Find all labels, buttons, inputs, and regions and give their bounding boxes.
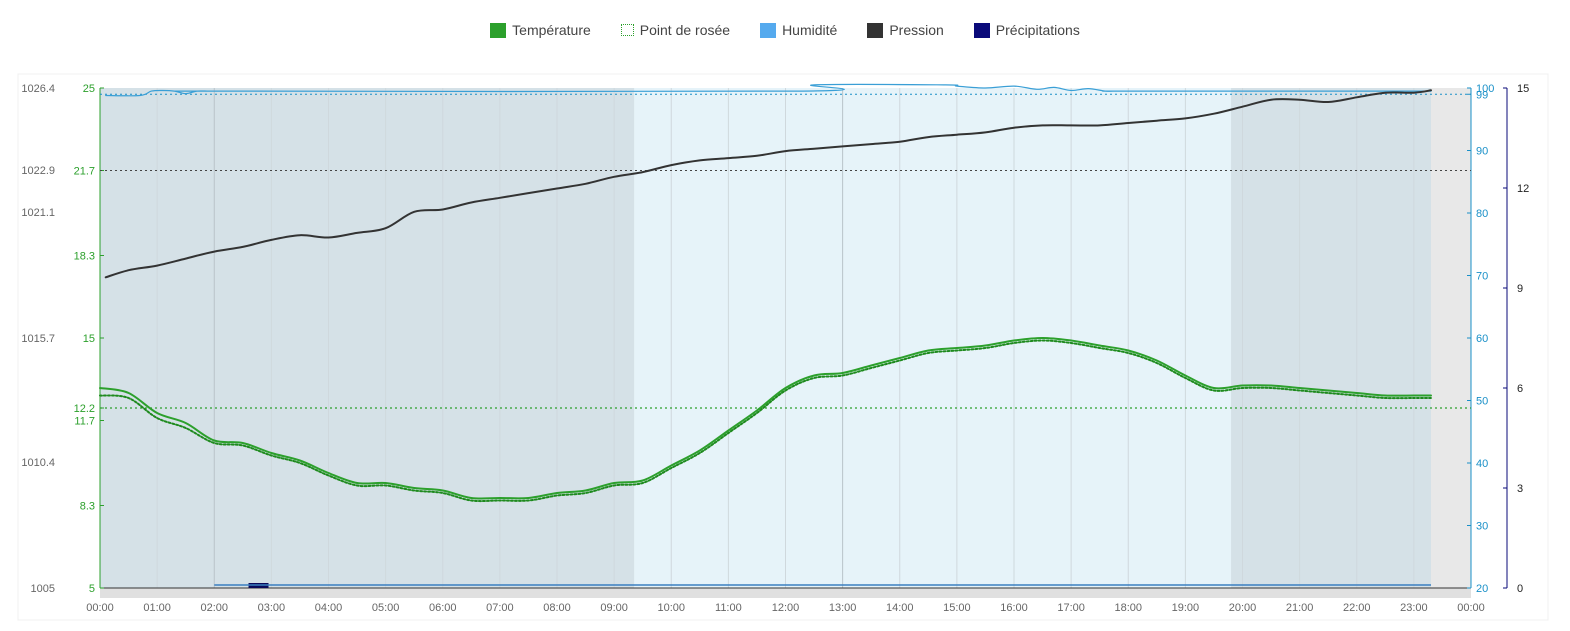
temperature-tick-label: 8.3	[80, 501, 95, 513]
precipitation-tick-label: 9	[1517, 283, 1523, 295]
legend-swatch-pressure	[867, 22, 884, 38]
x-tick-label: 20:00	[1229, 602, 1257, 614]
pressure-tick-label: 1026.4	[21, 83, 55, 95]
legend-item-pressure[interactable]: Pression	[867, 22, 944, 38]
night-band-morning	[100, 88, 635, 588]
dew-point-line	[99, 339, 1432, 503]
x-tick-label: 22:00	[1343, 602, 1371, 614]
legend-label-precipitation: Précipitations	[995, 22, 1080, 38]
pressure-tick-label: 1010.4	[21, 457, 55, 469]
x-tick-label: 01:00	[143, 602, 171, 614]
pressure-line	[104, 89, 1432, 279]
legend: Température Point de rosée Humidité Pres…	[0, 22, 1570, 38]
precipitation-tick-label: 12	[1517, 183, 1529, 195]
x-tick-label: 02:00	[200, 602, 228, 614]
x-tick-label: 09:00	[600, 602, 628, 614]
x-tick-label: 08:00	[543, 602, 571, 614]
x-tick-label: 18:00	[1114, 602, 1142, 614]
legend-item-humidity[interactable]: Humidité	[760, 22, 837, 38]
temperature-tick-label: 25	[83, 83, 95, 95]
temperature-tick-label: 21.7	[74, 166, 95, 178]
x-axis-band	[100, 588, 1471, 598]
legend-item-dew-point[interactable]: Point de rosée	[620, 22, 731, 38]
temperature-line	[99, 337, 1432, 500]
pressure-tick-label: 1021.1	[21, 207, 55, 219]
x-tick-label: 00:00	[1457, 602, 1485, 614]
x-tick-label: 19:00	[1172, 602, 1200, 614]
x-tick-label: 17:00	[1057, 602, 1085, 614]
legend-label-temperature: Température	[512, 22, 591, 38]
legend-swatch-precipitation	[973, 22, 990, 38]
temperature-tick-label: 11.7	[74, 416, 95, 428]
x-tick-label: 10:00	[657, 602, 685, 614]
pressure-tick-label: 1022.9	[21, 165, 55, 177]
x-tick-label: 23:00	[1400, 602, 1428, 614]
legend-label-pressure: Pression	[889, 22, 944, 38]
x-tick-label: 15:00	[943, 602, 971, 614]
x-tick-label: 00:00	[86, 602, 114, 614]
humidity-tick-label: 70	[1476, 271, 1488, 283]
x-tick-label: 16:00	[1000, 602, 1028, 614]
humidity-tick-label: 99	[1476, 89, 1488, 101]
humidity-tick-label: 20	[1476, 583, 1488, 595]
humidity-tick-label: 60	[1476, 333, 1488, 345]
temperature-tick-label: 15	[83, 333, 95, 345]
x-tick-label: 03:00	[258, 602, 286, 614]
precipitation-tick-label: 3	[1517, 483, 1523, 495]
x-tick-label: 04:00	[315, 602, 343, 614]
precipitation-tick-label: 6	[1517, 383, 1523, 395]
x-tick-label: 07:00	[486, 602, 514, 614]
x-tick-label: 13:00	[829, 602, 857, 614]
night-band-evening	[1231, 88, 1432, 588]
humidity-line	[105, 83, 1432, 97]
humidity-tick-label: 100	[1476, 83, 1494, 95]
x-tick-label: 11:00	[715, 602, 742, 614]
precipitation-tick-label: 15	[1517, 83, 1529, 95]
x-tick-label: 06:00	[429, 602, 457, 614]
legend-swatch-dew-point	[620, 24, 634, 36]
legend-item-precipitation[interactable]: Précipitations	[973, 22, 1080, 38]
legend-label-dew-point: Point de rosée	[639, 22, 731, 38]
pressure-tick-label: 1015.7	[21, 333, 55, 345]
humidity-tick-label: 40	[1476, 458, 1488, 470]
humidity-tick-label: 80	[1476, 208, 1488, 220]
pressure-tick-label: 1005	[31, 583, 55, 595]
x-tick-label: 05:00	[372, 602, 400, 614]
x-tick-label: 12:00	[772, 602, 800, 614]
legend-swatch-temperature	[490, 22, 507, 38]
humidity-tick-label: 90	[1476, 146, 1488, 158]
x-tick-label: 14:00	[886, 602, 914, 614]
legend-item-temperature[interactable]: Température	[490, 22, 591, 38]
humidity-tick-label: 30	[1476, 521, 1488, 533]
humidity-tick-label: 50	[1476, 396, 1488, 408]
temperature-tick-label: 5	[89, 583, 95, 595]
temperature-tick-label: 12.2	[74, 403, 95, 415]
temperature-tick-label: 18.3	[74, 251, 95, 263]
legend-label-humidity: Humidité	[782, 22, 838, 38]
chart-frame	[17, 73, 1549, 621]
x-tick-label: 21:00	[1286, 602, 1314, 614]
legend-swatch-humidity	[760, 22, 777, 38]
precipitation-tick-label: 0	[1517, 583, 1523, 595]
